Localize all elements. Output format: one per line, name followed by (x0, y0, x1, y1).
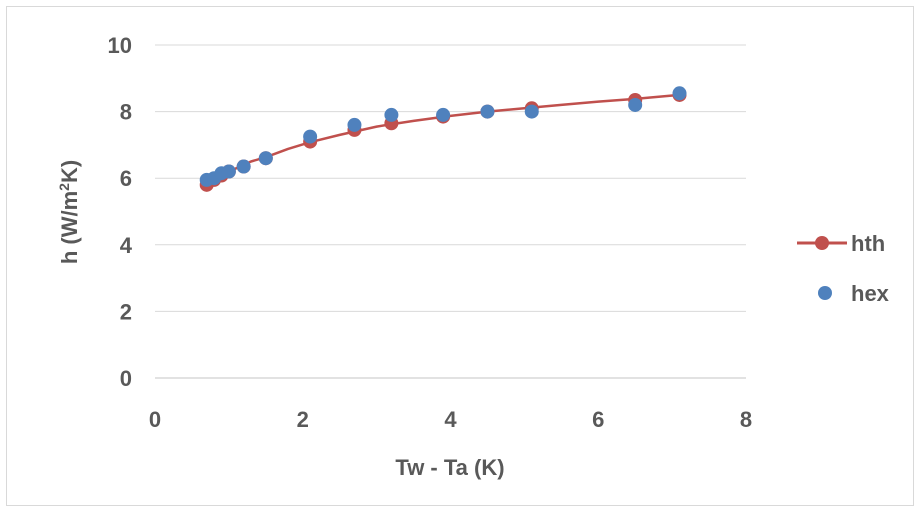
legend-marker-hex (818, 286, 832, 300)
point-hex-6 (303, 129, 318, 144)
y-tick-label-10: 10 (108, 33, 132, 58)
x-axis-title: Tw - Ta (K) (395, 455, 504, 480)
y-tick-label-4: 4 (120, 233, 133, 258)
gridlines (155, 44, 746, 312)
x-tick-labels: 0 2 4 6 8 (149, 407, 752, 432)
legend-label-hth: hth (851, 231, 885, 256)
point-hex-7 (347, 117, 362, 132)
x-tick-label-4: 4 (444, 407, 457, 432)
point-hex-10 (480, 104, 495, 119)
y-axis-title: h (W/m2K) (56, 160, 82, 264)
point-hex-9 (436, 107, 451, 122)
point-hex-8 (384, 107, 399, 122)
series-layer (199, 86, 687, 192)
point-hex-13 (672, 86, 687, 101)
y-tick-label-6: 6 (120, 166, 132, 191)
point-hex-4 (236, 159, 251, 174)
y-tick-label-8: 8 (120, 100, 132, 125)
legend-item-hex: hex (818, 281, 890, 306)
point-hex-12 (628, 97, 643, 112)
x-tick-label-2: 2 (297, 407, 309, 432)
y-tick-label-0: 0 (120, 366, 132, 391)
point-hex-11 (524, 104, 539, 119)
y-tick-labels: 0 2 4 6 8 10 (108, 33, 133, 391)
chart-frame (6, 6, 914, 506)
x-tick-label-0: 0 (149, 407, 161, 432)
point-hex-3 (221, 164, 236, 179)
y-axis-title-superscript: 2 (56, 183, 72, 191)
y-tick-label-2: 2 (120, 299, 132, 324)
y-axis-title-main: h (W/m (57, 191, 82, 264)
x-tick-label-6: 6 (592, 407, 604, 432)
legend-item-hth: hth (797, 231, 885, 256)
point-hex-5 (258, 151, 273, 166)
legend-marker-hth (815, 236, 829, 250)
legend-label-hex: hex (851, 281, 890, 306)
legend: hth hex (797, 231, 890, 306)
x-tick-label-8: 8 (740, 407, 752, 432)
y-axis-title-end: K) (57, 160, 82, 183)
